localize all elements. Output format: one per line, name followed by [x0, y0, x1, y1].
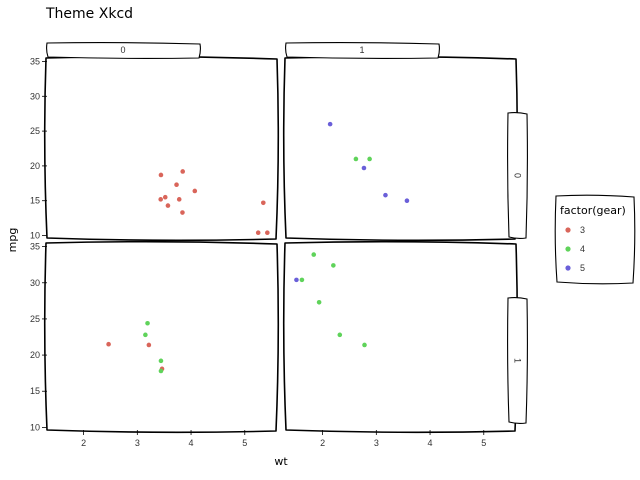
point-gear-3 [192, 188, 198, 194]
row-strip-label: 1 [513, 358, 523, 363]
point-gear-4 [362, 342, 367, 348]
row-strip-1: 1 [507, 297, 528, 424]
panel-vs0-am0 [43, 55, 280, 242]
legend-key [565, 227, 571, 233]
strips-layer: 0 1 0 1 [46, 42, 528, 424]
row-strip-label: 0 [513, 173, 523, 178]
legend-box [554, 194, 636, 285]
y-axis-row-1: 10 15 20 25 30 35 [30, 242, 47, 432]
point-gear-4 [331, 263, 336, 268]
point-gear-3 [180, 169, 186, 174]
y-tick-label: 20 [30, 161, 40, 171]
panel-vs0-am1 [282, 55, 519, 242]
panel-vs1-am0 [43, 240, 280, 434]
y-tick-label: 15 [30, 386, 40, 396]
point-gear-4 [143, 332, 148, 338]
point-gear-4 [299, 277, 305, 283]
panel-border [43, 240, 280, 434]
point-gear-3 [174, 182, 179, 187]
point-gear-3 [158, 197, 163, 202]
point-gear-5 [294, 277, 299, 283]
y-tick-label: 15 [30, 196, 40, 206]
column-strip-1: 1 [285, 42, 440, 59]
y-tick-label: 30 [30, 278, 40, 288]
strip-box [507, 112, 528, 239]
point-gear-3 [162, 194, 168, 200]
x-tick-label: 2 [81, 438, 86, 448]
y-axis-title: mpg [6, 228, 19, 253]
point-gear-3 [180, 210, 185, 215]
y-tick-label: 25 [30, 314, 40, 324]
x-tick-label: 3 [374, 438, 379, 448]
point-gear-5 [383, 192, 388, 198]
chart-title: Theme Xkcd [45, 6, 133, 22]
strip-box [285, 42, 440, 59]
legend-label: 4 [580, 244, 585, 254]
point-gear-3 [106, 341, 111, 347]
legend-label: 5 [580, 263, 585, 273]
point-gear-4 [316, 299, 322, 305]
point-gear-3 [146, 342, 152, 348]
point-gear-4 [337, 332, 343, 338]
panel-border [282, 55, 519, 242]
y-axis-row-0: 10 15 20 25 30 35 [30, 56, 47, 241]
y-tick-label: 25 [30, 126, 40, 136]
x-tick-label: 3 [135, 438, 140, 448]
point-gear-3 [176, 197, 182, 202]
point-gear-4 [353, 156, 359, 162]
point-gear-4 [158, 368, 164, 374]
point-gear-4 [367, 156, 372, 162]
x-axis-col-0: 2 3 4 5 [81, 430, 247, 448]
legend: factor(gear) 3 4 5 [554, 194, 636, 285]
point-gear-4 [145, 320, 150, 326]
legend-title: factor(gear) [560, 204, 626, 217]
y-tick-label: 20 [30, 350, 40, 360]
legend-key [565, 246, 571, 252]
point-gear-3 [261, 200, 266, 206]
column-strip-label: 1 [359, 45, 364, 55]
x-tick-label: 4 [428, 438, 433, 448]
point-gear-4 [311, 252, 317, 257]
column-strip-0: 0 [46, 42, 201, 59]
point-gear-3 [255, 230, 261, 236]
legend-entry-3: 3 [565, 225, 585, 235]
point-gear-5 [361, 165, 367, 171]
point-gear-4 [158, 358, 164, 364]
strip-box [507, 297, 528, 424]
y-tick-label: 10 [30, 422, 40, 432]
panel-border [282, 240, 519, 434]
point-gear-3 [165, 203, 171, 208]
x-axis-col-1: 2 3 4 5 [320, 430, 486, 448]
panels-layer [43, 55, 519, 434]
y-tick-label: 10 [30, 231, 40, 241]
x-tick-label: 5 [481, 438, 486, 448]
row-strip-0: 0 [507, 112, 528, 239]
x-axis-title: wt [274, 455, 288, 468]
legend-entry-5: 5 [565, 263, 585, 273]
panel-vs1-am1 [282, 240, 519, 434]
y-tick-label: 30 [30, 91, 40, 101]
x-tick-label: 2 [320, 438, 325, 448]
x-tick-label: 4 [189, 438, 194, 448]
legend-label: 3 [580, 225, 585, 235]
legend-key [565, 265, 571, 271]
point-gear-5 [327, 121, 333, 127]
column-strip-label: 0 [120, 45, 125, 55]
point-gear-3 [265, 230, 270, 236]
point-gear-5 [404, 198, 410, 204]
legend-entry-4: 4 [565, 244, 585, 254]
x-tick-label: 5 [242, 438, 247, 448]
legend-entries: 3 4 5 [565, 225, 585, 273]
strip-box [46, 42, 201, 59]
y-tick-label: 35 [30, 56, 40, 66]
panel-border [43, 55, 280, 242]
y-tick-label: 35 [30, 242, 40, 252]
point-gear-3 [158, 172, 164, 178]
